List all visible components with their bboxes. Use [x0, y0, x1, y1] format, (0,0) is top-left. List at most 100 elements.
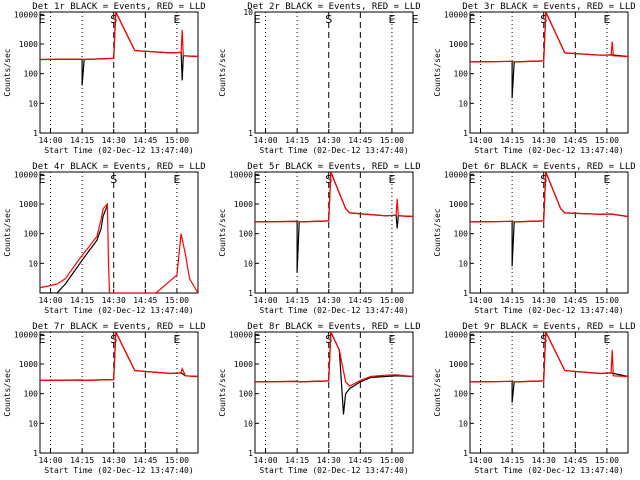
x-tick-label: 14:45	[133, 136, 157, 145]
series-lld-line	[470, 332, 628, 383]
y-tick-label: 100	[239, 390, 254, 399]
x-axis-label: Start Time (02-Dec-12 13:47:40)	[44, 466, 193, 475]
series-lld-line	[470, 12, 628, 63]
event-marker-label: E	[254, 13, 261, 26]
plot-frame	[254, 171, 414, 294]
x-axis-label: Start Time (02-Dec-12 13:47:40)	[259, 146, 408, 155]
y-axis-label: Counts/sec	[433, 368, 442, 416]
x-tick-label: 14:00	[468, 296, 492, 305]
y-tick-label: 100	[24, 70, 39, 79]
x-tick-label: 14:30	[317, 456, 341, 465]
panel-title: Det 4r BLACK = Events, RED = LLD	[32, 162, 205, 172]
event-marker-label: S	[110, 13, 117, 26]
y-axis-label: Counts/sec	[218, 368, 227, 416]
y-axis-label: Counts/sec	[433, 48, 442, 96]
y-tick-label: 1	[248, 289, 253, 298]
series-lld-line	[40, 202, 198, 293]
event-marker-label: E	[173, 173, 180, 186]
y-tick-label: 10	[243, 419, 253, 428]
x-tick-label: 14:15	[70, 296, 94, 305]
x-axis-label: Start Time (02-Dec-12 13:47:40)	[259, 306, 408, 315]
event-marker-label: E	[469, 173, 476, 186]
x-tick-label: 15:00	[595, 136, 619, 145]
y-tick-label: 1000	[234, 200, 253, 209]
x-tick-label: 15:00	[595, 456, 619, 465]
series-lld-line	[470, 172, 628, 223]
x-tick-label: 14:00	[253, 136, 277, 145]
x-tick-label: 14:45	[563, 136, 587, 145]
x-tick-label: 14:00	[468, 456, 492, 465]
y-tick-label: 1000	[19, 200, 38, 209]
y-tick-label: 10000	[444, 330, 468, 339]
x-axis-label: Start Time (02-Dec-12 13:47:40)	[474, 306, 623, 315]
event-marker-label: E	[39, 13, 46, 26]
y-tick-label: 10000	[444, 170, 468, 179]
x-tick-label: 15:00	[380, 296, 404, 305]
x-tick-label: 14:15	[500, 136, 524, 145]
y-tick-label: 10	[28, 259, 38, 268]
y-tick-label: 1000	[19, 360, 38, 369]
x-tick-label: 14:00	[38, 136, 62, 145]
x-tick-label: 14:45	[348, 456, 372, 465]
x-tick-label: 14:00	[38, 296, 62, 305]
x-tick-label: 14:30	[317, 296, 341, 305]
event-marker-label: S	[325, 13, 332, 26]
panel-title: Det 1r BLACK = Events, RED = LLD	[32, 2, 205, 12]
x-axis-label: Start Time (02-Dec-12 13:47:40)	[474, 146, 623, 155]
x-tick-label: 15:00	[165, 136, 189, 145]
plot-frame	[39, 331, 199, 454]
event-marker-label: S	[110, 173, 117, 186]
x-tick-label: 14:15	[285, 456, 309, 465]
event-marker-label: E	[173, 333, 180, 346]
x-tick-label: 15:00	[595, 296, 619, 305]
panel-title: Det 3r BLACK = Events, RED = LLD	[462, 2, 635, 12]
y-axis-label: Counts/sec	[218, 208, 227, 256]
panel-title: Det 9r BLACK = Events, RED = LLD	[462, 322, 635, 332]
series-lld-line	[40, 12, 198, 61]
x-tick-label: 14:15	[500, 296, 524, 305]
plot-frame	[39, 171, 199, 294]
x-axis-label: Start Time (02-Dec-12 13:47:40)	[44, 146, 193, 155]
x-tick-label: 14:15	[500, 456, 524, 465]
panel-title: Det 7r BLACK = Events, RED = LLD	[32, 322, 205, 332]
event-marker-label: E	[388, 13, 395, 26]
y-tick-label: 1000	[449, 360, 468, 369]
x-tick-label: 15:00	[380, 136, 404, 145]
y-tick-label: 1000	[19, 40, 38, 49]
y-tick-label: 10000	[444, 10, 468, 19]
x-tick-label: 14:30	[532, 456, 556, 465]
x-tick-label: 14:15	[285, 296, 309, 305]
plot-frame	[469, 11, 629, 134]
x-axis-label: Start Time (02-Dec-12 13:47:40)	[259, 466, 408, 475]
x-tick-label: 14:30	[317, 136, 341, 145]
y-tick-label: 1	[248, 129, 253, 138]
y-tick-label: 100	[454, 230, 469, 239]
event-marker-label: E	[603, 333, 610, 346]
y-tick-label: 10	[243, 8, 253, 17]
event-marker-label: E	[254, 333, 261, 346]
x-tick-label: 15:00	[165, 296, 189, 305]
plot-frame	[254, 331, 414, 454]
y-tick-label: 1	[463, 129, 468, 138]
event-marker-label: E	[469, 333, 476, 346]
y-tick-label: 10	[458, 419, 468, 428]
event-marker-label: E	[39, 333, 46, 346]
x-tick-label: 14:45	[133, 456, 157, 465]
plot-frame	[469, 171, 629, 294]
event-marker-label: S	[540, 173, 547, 186]
x-tick-label: 14:30	[532, 136, 556, 145]
series-lld-line	[40, 332, 198, 382]
plot-frame	[469, 331, 629, 454]
x-tick-label: 14:15	[70, 456, 94, 465]
x-tick-label: 14:45	[348, 136, 372, 145]
event-marker-label: E	[173, 13, 180, 26]
y-tick-label: 100	[239, 230, 254, 239]
series-lld-line	[255, 332, 413, 387]
